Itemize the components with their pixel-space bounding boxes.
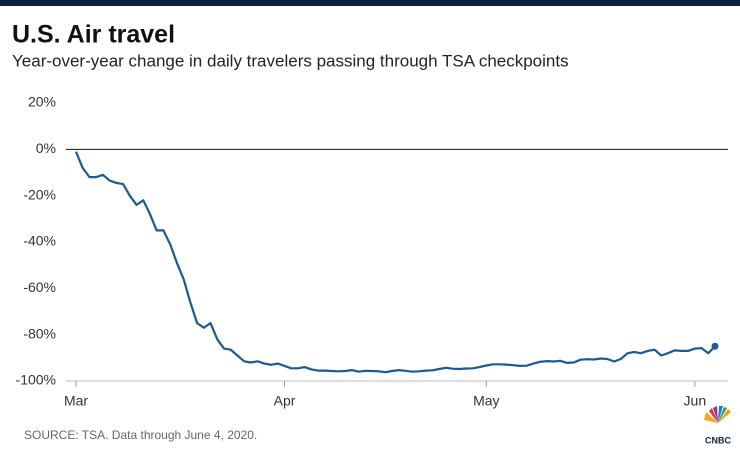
x-tick-label: May <box>473 393 499 409</box>
source-note: SOURCE: TSA. Data through June 4, 2020. <box>24 428 257 442</box>
y-tick-label: -100% <box>16 372 56 388</box>
y-tick-label: 20% <box>28 94 56 110</box>
x-tick-label: Mar <box>64 393 88 409</box>
y-tick-label: -60% <box>23 279 56 295</box>
y-tick-label: -80% <box>23 325 56 341</box>
y-tick-label: 0% <box>36 140 56 156</box>
x-tick-label: Jun <box>684 393 707 409</box>
x-tick-label: Apr <box>274 393 296 409</box>
logo-text: CNBC <box>705 435 731 445</box>
data-line <box>74 151 716 374</box>
chart-subtitle: Year-over-year change in daily travelers… <box>12 51 569 70</box>
y-tick-label: -20% <box>23 186 56 202</box>
logo: CNBC <box>704 406 731 445</box>
top-bar <box>0 0 740 6</box>
y-tick-label: -40% <box>23 233 56 249</box>
end-point <box>711 342 719 350</box>
chart-title: U.S. Air travel <box>12 21 175 49</box>
